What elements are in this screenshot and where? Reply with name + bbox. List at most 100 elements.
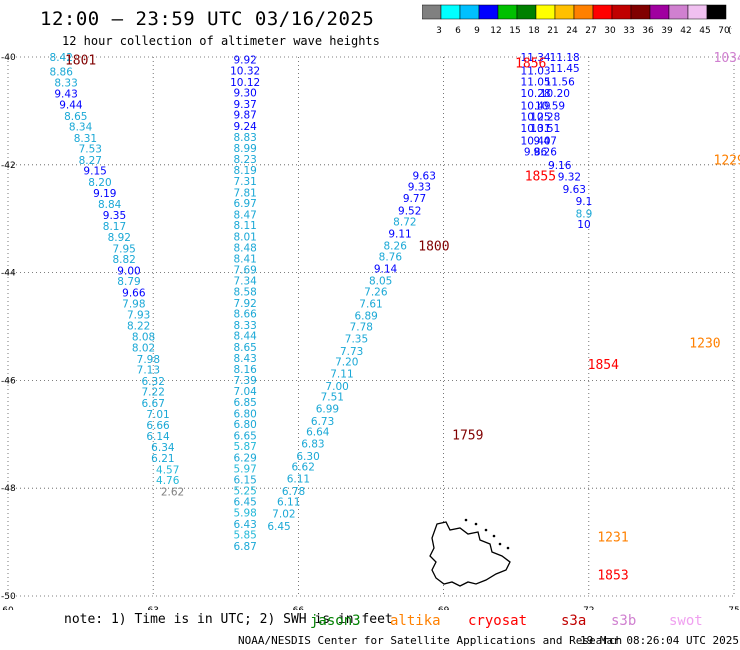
wave-height-value: 8.66: [233, 309, 257, 321]
wave-height-value: 7.69: [233, 264, 256, 276]
wave-height-value: 9.11: [388, 228, 411, 240]
wave-height-value: 7.26: [364, 286, 388, 298]
wave-height-value: 5.25: [233, 485, 256, 497]
wave-height-value: 6.45: [267, 521, 290, 533]
wave-height-value: 8.19: [233, 165, 256, 177]
wave-height-value: 6.11: [287, 473, 310, 485]
x-tick-label: 66: [293, 606, 305, 610]
islet: [474, 522, 478, 526]
wave-height-value: 7.78: [350, 322, 373, 334]
altimeter-map: -40-42-44-46-48-506063666972758.428.868.…: [1, 51, 740, 610]
wave-height-value: 8.34: [69, 122, 93, 134]
wave-height-value: 9.15: [83, 166, 106, 178]
wave-height-value: 9.00: [117, 265, 140, 277]
y-tick-label: -48: [1, 484, 16, 494]
wave-height-value: 6.65: [233, 430, 256, 442]
wave-height-value: 7.95: [112, 243, 135, 255]
wave-height-value: 7.13: [137, 365, 160, 377]
wave-height-value: 7.61: [359, 298, 382, 310]
y-tick-label: -50: [1, 592, 16, 602]
wave-height-value: 6.34: [151, 442, 175, 454]
wave-height-value: 7.53: [79, 144, 102, 156]
wave-height-value: 7.98: [137, 354, 160, 366]
wave-height-value: 6.21: [151, 453, 174, 465]
scale-tick-label: 70: [718, 26, 730, 36]
time-label: 1801: [65, 54, 96, 69]
wave-height-value: 8.16: [233, 364, 257, 376]
wave-height-value: 10.59: [535, 101, 565, 113]
wave-height-value: 4.76: [156, 475, 180, 487]
satellite-jason3: jason3: [310, 613, 361, 629]
time-label: 1856: [515, 56, 546, 71]
wave-height-value: 6.62: [292, 462, 315, 474]
wave-height-value: 8.65: [233, 342, 256, 354]
wave-height-value: 8.83: [233, 132, 256, 144]
time-label: 1230: [689, 337, 720, 352]
wave-height-value: 7.11: [330, 368, 353, 380]
wave-height-value: 7.01: [146, 409, 169, 421]
wave-height-value: 8.47: [233, 209, 256, 221]
wave-height-value: 11.34: [521, 52, 551, 64]
y-tick-label: -46: [1, 376, 16, 386]
wave-height-value: 8.9: [576, 208, 593, 220]
wave-height-value: 7.20: [335, 357, 358, 369]
wave-height-value: 6.66: [146, 420, 170, 432]
scale-tick-label: 27: [585, 26, 596, 36]
wave-height-value: 5.85: [233, 530, 256, 542]
islet: [498, 542, 502, 546]
scale-tick-label: 39: [661, 26, 673, 36]
wave-height-value: 8.23: [233, 154, 256, 166]
wave-height-value: 9.19: [93, 188, 116, 200]
wave-height-value: 8.20: [88, 177, 111, 189]
wave-height-value: 7.39: [233, 375, 256, 387]
wave-height-value: 11.05: [521, 76, 551, 88]
wave-height-value: 8.02: [132, 343, 155, 355]
satellite-cryosat: cryosat: [468, 613, 528, 629]
wave-height-value: 9.33: [408, 181, 431, 193]
y-tick-label: -44: [1, 269, 16, 279]
wave-height-value: 9.63: [413, 171, 436, 183]
wave-height-value: 6.80: [233, 419, 256, 431]
wave-height-value: 10.40: [521, 136, 551, 148]
wave-height-value: 2.62: [161, 486, 184, 498]
x-tick-label: 63: [147, 606, 158, 610]
wave-height-value: 6.78: [282, 486, 305, 498]
y-tick-label: -42: [1, 161, 16, 171]
cryosat-track: 9.9210.3210.129.309.379.879.248.838.998.…: [230, 55, 260, 553]
wave-height-value: 9.86: [524, 146, 548, 158]
island-outline: [429, 521, 511, 587]
wave-height-value: 7.00: [325, 381, 348, 393]
satellite-s3b: s3b: [611, 613, 637, 629]
footnote: note: 1) Time is in UTC; 2) SWH is in fe…: [64, 612, 393, 627]
wave-height-value: 11.03: [521, 65, 551, 77]
time-label: 1231: [597, 531, 628, 546]
swot-track: 11.3411.0311.0510.2810.4910.2510.3110.40…: [521, 52, 593, 231]
wave-height-value: 5.98: [233, 507, 256, 519]
wave-height-value: 6.99: [316, 403, 339, 415]
wave-height-value: 10.32: [230, 65, 260, 77]
wave-height-value: 6.30: [296, 451, 319, 463]
wave-height-value: 6.32: [142, 376, 165, 388]
wave-height-value: 8.84: [98, 199, 122, 211]
scale-tick-label: 45: [699, 26, 710, 36]
wave-height-value: 7.93: [127, 310, 150, 322]
wave-height-value: 8.33: [233, 320, 256, 332]
wave-height-value: 9.52: [398, 206, 421, 218]
wave-height-value: 9.14: [374, 263, 398, 275]
wave-height-value: 6.97: [233, 198, 256, 210]
wave-height-value: 7.35: [345, 333, 368, 345]
x-tick-label: 75: [728, 606, 739, 610]
scale-tick-label: 18: [528, 26, 540, 36]
wave-height-value: 8.82: [112, 254, 135, 266]
wave-height-value: 8.11: [233, 220, 256, 232]
wave-height-value: 8.31: [74, 133, 97, 145]
wave-height-value: 11.18: [550, 52, 580, 64]
wave-height-value: 6.15: [233, 475, 256, 487]
wave-height-value: 10.28: [530, 111, 560, 123]
wave-height-value: 7.22: [142, 387, 165, 399]
altika-track: 9.639.339.779.528.729.118.268.769.148.05…: [267, 171, 436, 533]
scale-tick-label: 6: [455, 26, 461, 36]
time-label: 1034: [714, 51, 740, 66]
wave-height-value: 9.1: [576, 196, 593, 208]
